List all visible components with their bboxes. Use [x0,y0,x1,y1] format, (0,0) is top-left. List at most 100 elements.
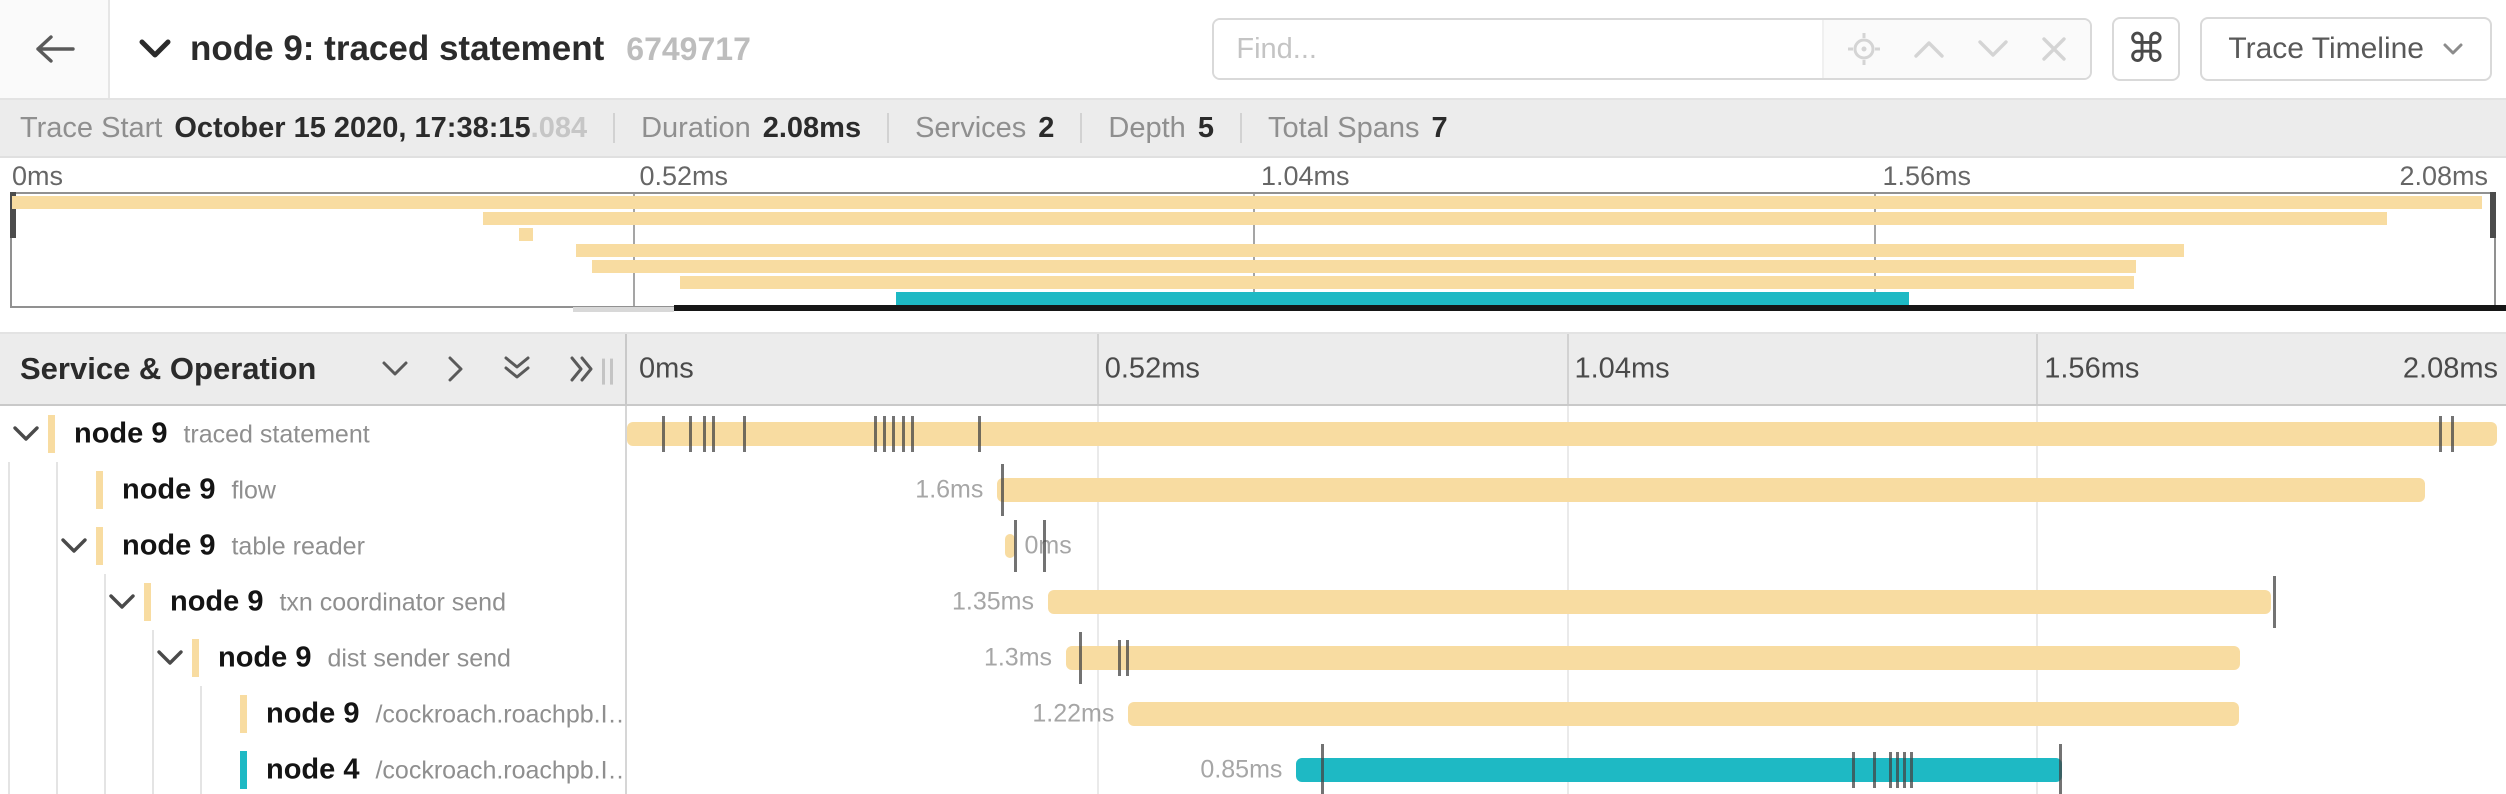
span-row[interactable]: 1.22ms [627,686,2506,742]
summary-value: 5 [1197,111,1214,144]
log-tick-mark [1909,752,1913,788]
summary-label: Duration [641,111,751,144]
span-name: node 9/cockroach.roachpb.I… [266,697,625,731]
service-name: node 9 [170,585,264,618]
tree-row[interactable]: node 4/cockroach.roachpb.I… [0,742,625,794]
span-bar[interactable] [627,422,2497,446]
double-chevron-down-icon[interactable] [502,354,532,384]
service-name: node 9 [122,473,216,506]
summary-item: Trace Start October 15 2020, 17:38:15.084 [20,112,587,145]
summary-label: Trace Start [20,111,163,144]
span-row[interactable]: 0.85ms [627,742,2506,794]
span-bar[interactable] [1004,534,1015,558]
span-duration-label: 0ms [1024,531,1072,560]
axis-tick-label: 0.52ms [1104,352,1200,385]
span-name: node 4/cockroach.roachpb.I… [266,754,625,787]
minimap-canvas[interactable] [10,192,2496,308]
operation-name: txn coordinator send [279,588,506,617]
span-duration-label: 1.22ms [1032,699,1115,728]
span-duration-label: 1.3ms [983,643,1053,672]
span-duration-label: 0.85ms [1200,755,1283,784]
chevron-down-icon[interactable] [380,359,410,379]
log-tick-mark [883,416,887,452]
chevron-down-icon[interactable] [1976,38,2010,60]
chevron-down-icon[interactable] [12,425,40,443]
tree-row[interactable]: node 9 traced statement [0,406,625,462]
indent-guide [152,630,154,686]
span-bar[interactable] [1296,758,2062,782]
span-row[interactable] [627,406,2506,462]
tree-row[interactable]: node 9 flow [0,462,625,518]
span-row[interactable]: 1.3ms [627,630,2506,686]
summary-item: Duration 2.08ms [587,112,861,145]
header-controls: ⌘ Trace Timeline [1212,17,2492,81]
minimap-left-handle[interactable] [10,192,16,238]
span-row[interactable]: 0ms [627,518,2506,574]
summary-label: Depth [1108,111,1186,144]
log-tick-mark [1118,640,1122,676]
service-name: node 9 [266,697,360,730]
summary-label: Total Spans [1267,111,1420,144]
log-tick-mark [662,416,666,452]
log-tick-mark [1000,464,1004,516]
minimap-axis: 0ms 0.52ms 1.04ms 1.56ms 2.08ms [10,158,2496,192]
log-tick-mark [1125,640,1129,676]
chevron-down-icon[interactable] [156,649,184,667]
indent-guide [8,630,10,686]
axis-tick-line [1096,334,1099,404]
find-actions [1822,20,2091,78]
chevron-down-icon[interactable] [138,38,172,60]
service-name: node 9 [74,417,168,450]
axis-tick-label: 1.56ms [2044,352,2140,385]
service-name: node 9 [122,529,216,562]
span-bar[interactable] [997,478,2425,502]
minimap-right-handle[interactable] [2490,192,2496,238]
keyboard-shortcuts-button[interactable]: ⌘ [2112,17,2181,81]
operation-name: table reader [231,532,365,561]
indent-guide [200,686,202,742]
tree-row[interactable]: node 9 dist sender send [0,630,625,686]
span-row[interactable]: 1.6ms [627,462,2506,518]
chevron-down-icon [2442,42,2464,56]
summary-item: Total Spans 7 [1214,112,1448,145]
span-bar[interactable] [1128,702,2240,726]
indent-guide [56,686,58,742]
span-bar[interactable] [1066,646,2240,670]
back-button[interactable] [0,0,110,98]
scrollbar-thumb[interactable] [674,305,2506,311]
chevron-down-icon[interactable] [108,593,136,611]
log-tick-mark [702,416,706,452]
column-resize-grip[interactable] [602,358,613,385]
tree-row[interactable]: node 9 txn coordinator send [0,574,625,630]
minimap-span-bar [680,276,2134,289]
close-icon[interactable] [2040,35,2068,63]
tree-row[interactable]: node 9/cockroach.roachpb.I… [0,686,625,742]
trace-view-selector[interactable]: Trace Timeline [2200,17,2492,81]
span-row[interactable]: 1.35ms [627,574,2506,630]
axis-tick-label: 0ms [12,161,64,191]
chevron-right-icon[interactable] [446,354,466,384]
log-tick-mark [2439,416,2443,452]
locate-icon[interactable] [1846,31,1882,67]
trace-summary-bar: Trace Start October 15 2020, 17:38:15.084… [0,98,2506,158]
summary-value: October 15 2020, 17:38:15 [174,111,531,144]
minimap-span-bar [576,244,2184,257]
find-input[interactable] [1214,20,1823,78]
chevron-up-icon[interactable] [1912,38,1946,60]
chevron-down-icon[interactable] [60,537,88,555]
arrow-left-icon [31,32,77,66]
double-chevron-right-icon[interactable] [568,354,598,384]
log-tick-mark [892,416,896,452]
minimap-span-bar [896,292,1910,305]
log-tick-mark [910,416,914,452]
axis-tick-label: 0.52ms [639,161,729,191]
trace-view-selector-label: Trace Timeline [2228,32,2424,65]
span-name: node 9 flow [122,474,276,507]
tree-collapse-controls [380,354,598,384]
indent-guide [56,630,58,686]
tree-row[interactable]: node 9 table reader [0,518,625,574]
log-tick-mark [1896,752,1900,788]
log-tick-mark [711,416,715,452]
indent-guide [152,686,154,742]
span-bar[interactable] [1047,590,2272,614]
